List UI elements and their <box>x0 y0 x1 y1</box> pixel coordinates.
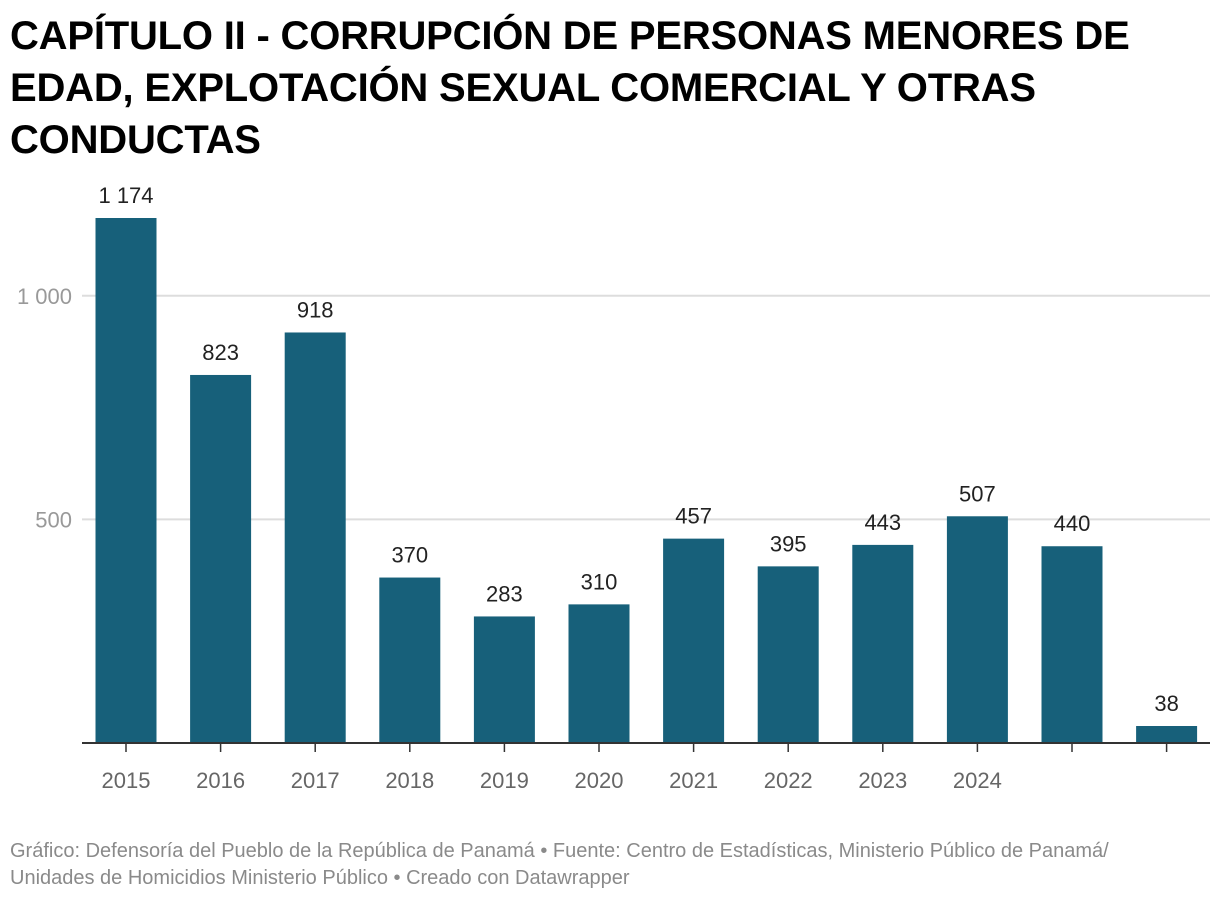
bar <box>1136 726 1198 743</box>
value-label: 457 <box>675 504 712 529</box>
x-tick-label: 2022 <box>764 768 813 793</box>
labels: 500 1 000 1 174 2015 823 2016 918 2017 370 2018 28… <box>17 183 1179 793</box>
bar <box>852 544 914 743</box>
value-label: 38 <box>1154 691 1178 716</box>
value-label: 918 <box>297 297 334 322</box>
x-axis <box>82 742 1210 752</box>
value-label: 443 <box>864 510 901 535</box>
gridlines <box>82 294 1210 521</box>
y-tick-label: 500 <box>35 507 72 532</box>
x-tick-label: 2020 <box>575 768 624 793</box>
x-tick-label: 2016 <box>196 768 245 793</box>
value-label: 440 <box>1054 511 1091 536</box>
bar <box>379 577 441 743</box>
footer-credit-line-1: Gráfico: Defensoría del Pueblo de la Rep… <box>10 840 1109 862</box>
value-label: 1 174 <box>98 183 153 208</box>
value-label: 507 <box>959 481 996 506</box>
x-tick-label: 2018 <box>385 768 434 793</box>
value-label: 310 <box>581 569 618 594</box>
footer-credit-line-2: Unidades de Homicidios Ministerio Públic… <box>10 867 630 889</box>
x-tick-label: 2019 <box>480 768 529 793</box>
value-label: 283 <box>486 581 523 606</box>
bar <box>95 218 157 743</box>
bar <box>946 516 1008 743</box>
value-label: 395 <box>770 531 807 556</box>
bars <box>95 218 1198 743</box>
x-tick-label: 2023 <box>858 768 907 793</box>
bar <box>473 616 535 743</box>
bar <box>757 566 819 743</box>
x-tick-label: 2017 <box>291 768 340 793</box>
x-tick-label: 2021 <box>669 768 718 793</box>
bar <box>568 604 630 743</box>
chart-footer: Gráfico: Defensoría del Pueblo de la Rep… <box>10 838 1210 892</box>
bar <box>1041 546 1103 743</box>
y-tick-label: 1 000 <box>17 284 72 309</box>
x-tick-label: 2015 <box>102 768 151 793</box>
x-tick-label: 2024 <box>953 768 1002 793</box>
bar <box>190 374 252 743</box>
bar <box>284 332 346 743</box>
bar <box>663 538 725 743</box>
value-label: 370 <box>391 543 428 568</box>
chart-title: CAPÍTULO II - CORRUPCIÓN DE PERSONAS MEN… <box>10 14 1130 162</box>
bar-chart: 500 1 000 1 174 2015 823 2016 918 2017 370 2018 28… <box>17 183 1210 793</box>
value-label: 823 <box>202 340 239 365</box>
